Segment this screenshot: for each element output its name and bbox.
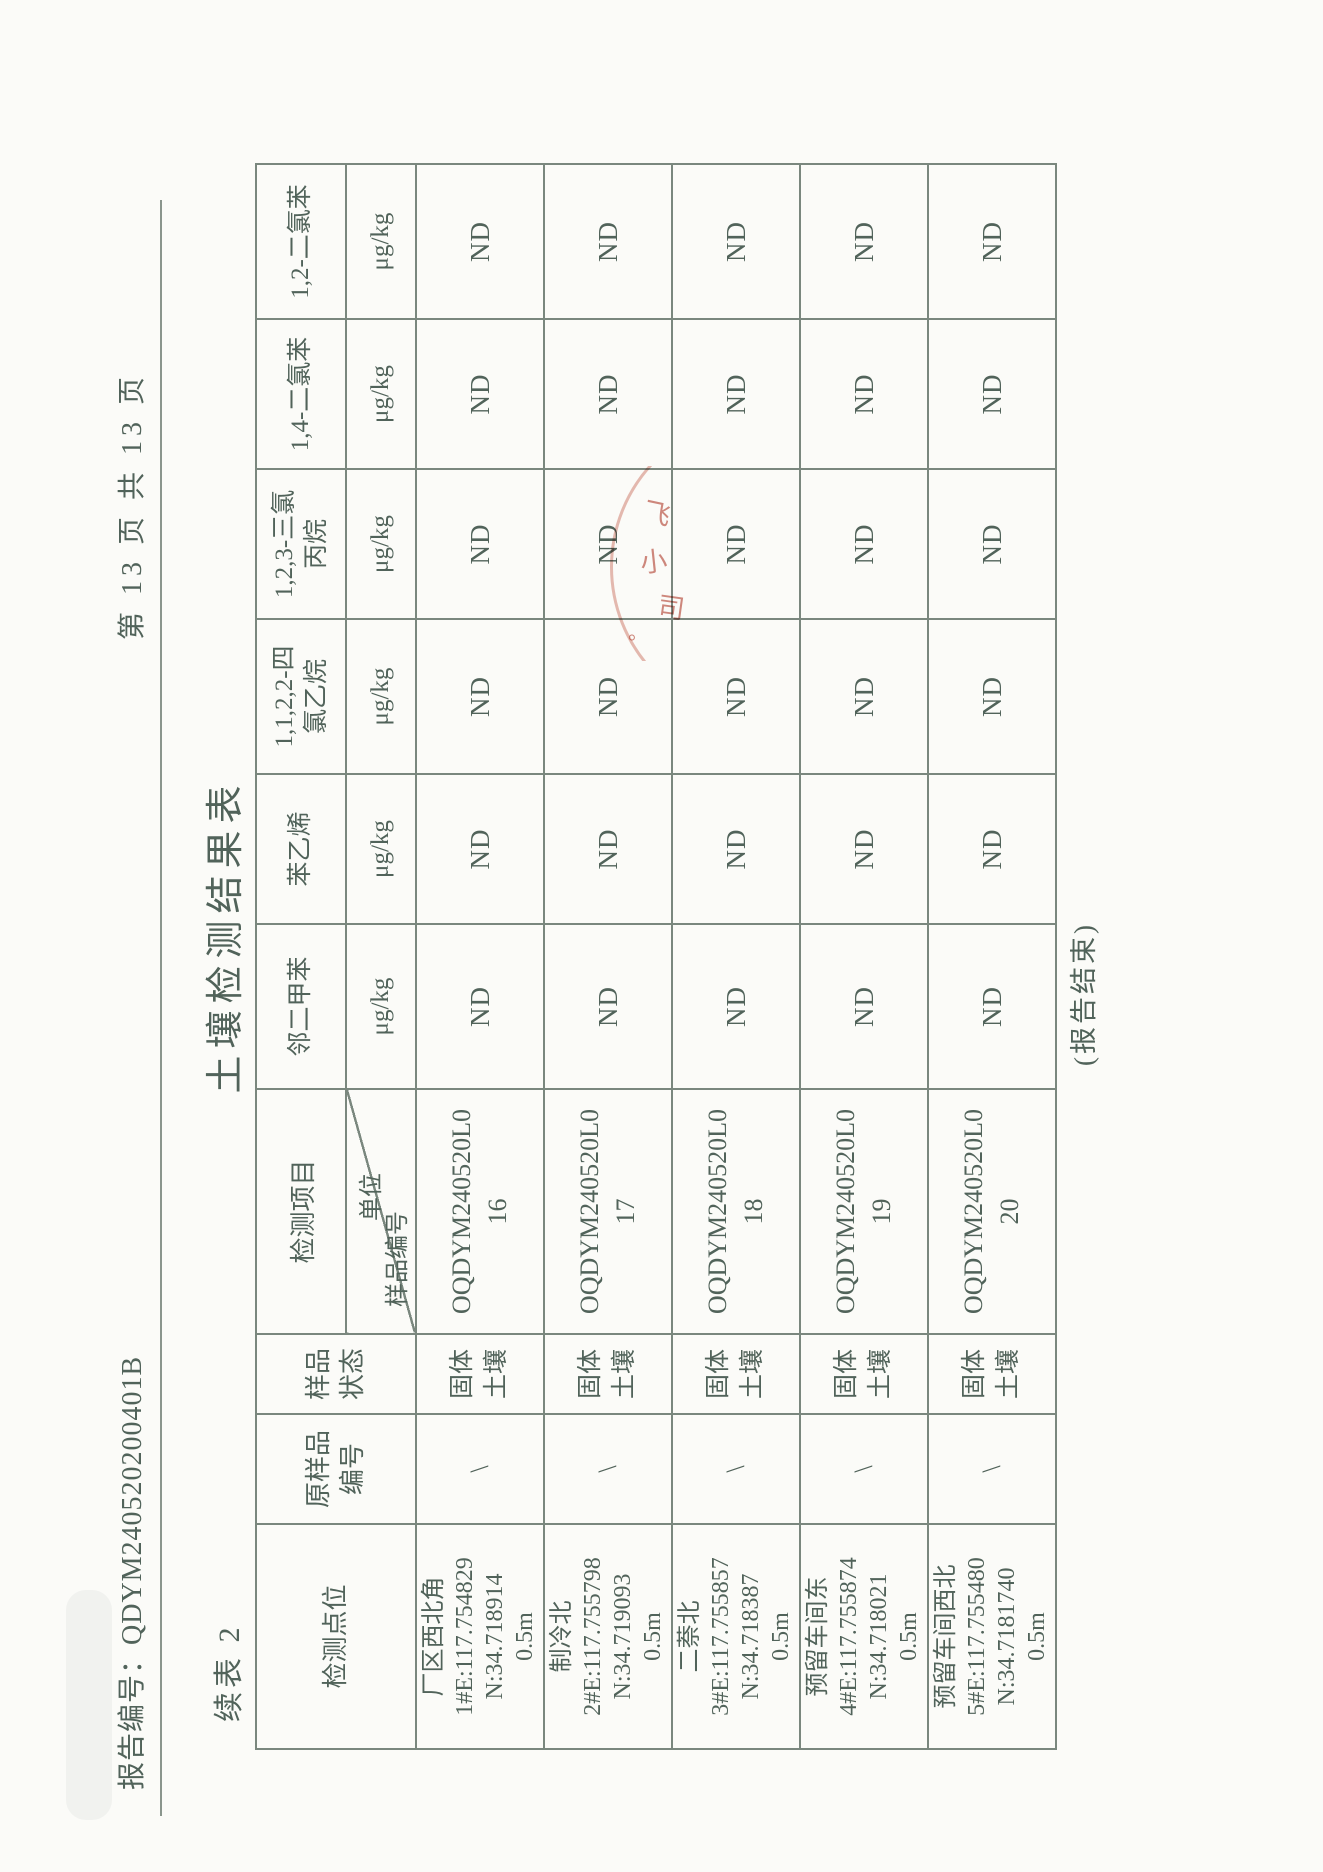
col-header-project: 检测项目 bbox=[256, 1089, 346, 1334]
page-indicator: 第 13 页 共 13 页 bbox=[117, 371, 148, 640]
location-cell: 厂区西北角 1#E:117.754829 N:34.718914 0.5m bbox=[416, 1524, 544, 1749]
scan-smudge bbox=[66, 1590, 112, 1820]
value-cell: ND bbox=[672, 774, 800, 924]
unit-cell-1: μg/kg bbox=[346, 774, 416, 924]
table-header-row-1: 检测点位 原样品 编号 样品 状态 检测项目 邻二甲苯 苯乙烯 1,1,2,2-… bbox=[256, 164, 416, 1749]
value-cell: ND bbox=[800, 469, 928, 619]
corner-sample-no-label: 样品编号 bbox=[385, 1211, 411, 1307]
value-cell: ND bbox=[928, 469, 1056, 619]
value-cell: ND bbox=[672, 164, 800, 319]
unit-cell-2: μg/kg bbox=[346, 619, 416, 774]
location-cell: 预留车间东 4#E:117.755874 N:34.718021 0.5m bbox=[800, 1524, 928, 1749]
unit-cell-3: μg/kg bbox=[346, 469, 416, 619]
unit-cell-5: μg/kg bbox=[346, 164, 416, 319]
col-header-analyte-3: 1,2,3-三氯 丙烷 bbox=[256, 469, 346, 619]
table-row: 厂区西北角 1#E:117.754829 N:34.718914 0.5m \ … bbox=[416, 164, 544, 1749]
col-header-analyte-5: 1,2-二氯苯 bbox=[256, 164, 346, 319]
unit-cell-0: μg/kg bbox=[346, 924, 416, 1089]
report-end-note: (报告结束) bbox=[1069, 922, 1099, 1066]
table-row: 二萘北 3#E:117.755857 N:34.718387 0.5m \ 固体… bbox=[672, 164, 800, 1749]
value-cell: ND bbox=[928, 924, 1056, 1089]
subtable-label: 续表 2 bbox=[213, 1623, 246, 1723]
sample-no-cell: OQDYM240520L0 20 bbox=[928, 1089, 1056, 1334]
report-number: 报告编号：QDYM240520200401B bbox=[117, 1355, 148, 1790]
col-header-original-no: 原样品 编号 bbox=[256, 1414, 416, 1524]
value-cell: ND bbox=[416, 619, 544, 774]
original-no-cell: \ bbox=[416, 1414, 544, 1524]
value-cell: ND bbox=[800, 164, 928, 319]
value-cell: ND bbox=[928, 319, 1056, 469]
value-cell: ND bbox=[672, 319, 800, 469]
original-no-cell: \ bbox=[928, 1414, 1056, 1524]
original-no-cell: \ bbox=[544, 1414, 672, 1524]
sample-no-cell: OQDYM240520L0 17 bbox=[544, 1089, 672, 1334]
value-cell: ND bbox=[544, 774, 672, 924]
value-cell: ND bbox=[416, 469, 544, 619]
value-cell: ND bbox=[928, 164, 1056, 319]
col-header-location: 检测点位 bbox=[256, 1524, 416, 1749]
value-cell: ND bbox=[544, 319, 672, 469]
red-seal-stamp: 飞 小 司 。 bbox=[598, 466, 748, 661]
col-header-analyte-0: 邻二甲苯 bbox=[256, 924, 346, 1089]
header-rule bbox=[160, 200, 162, 1816]
value-cell: ND bbox=[928, 774, 1056, 924]
state-cell: 固体 土壤 bbox=[416, 1334, 544, 1414]
original-no-cell: \ bbox=[672, 1414, 800, 1524]
sample-no-cell: OQDYM240520L0 18 bbox=[672, 1089, 800, 1334]
sample-no-cell: OQDYM240520L0 19 bbox=[800, 1089, 928, 1334]
seal-char: 小 bbox=[638, 545, 669, 579]
value-cell: ND bbox=[800, 774, 928, 924]
col-header-analyte-2: 1,1,2,2-四 氯乙烷 bbox=[256, 619, 346, 774]
corner-unit-sample-cell: 单位 样品编号 bbox=[346, 1089, 416, 1334]
value-cell: ND bbox=[544, 164, 672, 319]
value-cell: ND bbox=[416, 774, 544, 924]
value-cell: ND bbox=[800, 319, 928, 469]
value-cell: ND bbox=[544, 924, 672, 1089]
value-cell: ND bbox=[416, 319, 544, 469]
location-cell: 二萘北 3#E:117.755857 N:34.718387 0.5m bbox=[672, 1524, 800, 1749]
value-cell: ND bbox=[800, 619, 928, 774]
location-cell: 预留车间西北 5#E:117.755480 N:34.7181740 0.5m bbox=[928, 1524, 1056, 1749]
value-cell: ND bbox=[800, 924, 928, 1089]
seal-char: 司 bbox=[655, 591, 687, 625]
state-cell: 固体 土壤 bbox=[544, 1334, 672, 1414]
page-title: 土壤检测结果表 bbox=[205, 778, 247, 1094]
seal-arc bbox=[610, 466, 748, 661]
sample-no-cell: OQDYM240520L0 16 bbox=[416, 1089, 544, 1334]
soil-results-table: 检测点位 原样品 编号 样品 状态 检测项目 邻二甲苯 苯乙烯 1,1,2,2-… bbox=[255, 163, 1057, 1750]
table-row: 制冷北 2#E:117.755798 N:34.719093 0.5m \ 固体… bbox=[544, 164, 672, 1749]
state-cell: 固体 土壤 bbox=[928, 1334, 1056, 1414]
location-cell: 制冷北 2#E:117.755798 N:34.719093 0.5m bbox=[544, 1524, 672, 1749]
table-row: 预留车间东 4#E:117.755874 N:34.718021 0.5m \ … bbox=[800, 164, 928, 1749]
value-cell: ND bbox=[416, 924, 544, 1089]
value-cell: ND bbox=[928, 619, 1056, 774]
col-header-analyte-1: 苯乙烯 bbox=[256, 774, 346, 924]
original-no-cell: \ bbox=[800, 1414, 928, 1524]
col-header-analyte-4: 1,4-二氯苯 bbox=[256, 319, 346, 469]
value-cell: ND bbox=[672, 924, 800, 1089]
seal-char: 。 bbox=[628, 622, 648, 644]
state-cell: 固体 土壤 bbox=[800, 1334, 928, 1414]
col-header-state: 样品 状态 bbox=[256, 1334, 416, 1414]
value-cell: ND bbox=[416, 164, 544, 319]
state-cell: 固体 土壤 bbox=[672, 1334, 800, 1414]
unit-cell-4: μg/kg bbox=[346, 319, 416, 469]
table-row: 预留车间西北 5#E:117.755480 N:34.7181740 0.5m … bbox=[928, 164, 1056, 1749]
